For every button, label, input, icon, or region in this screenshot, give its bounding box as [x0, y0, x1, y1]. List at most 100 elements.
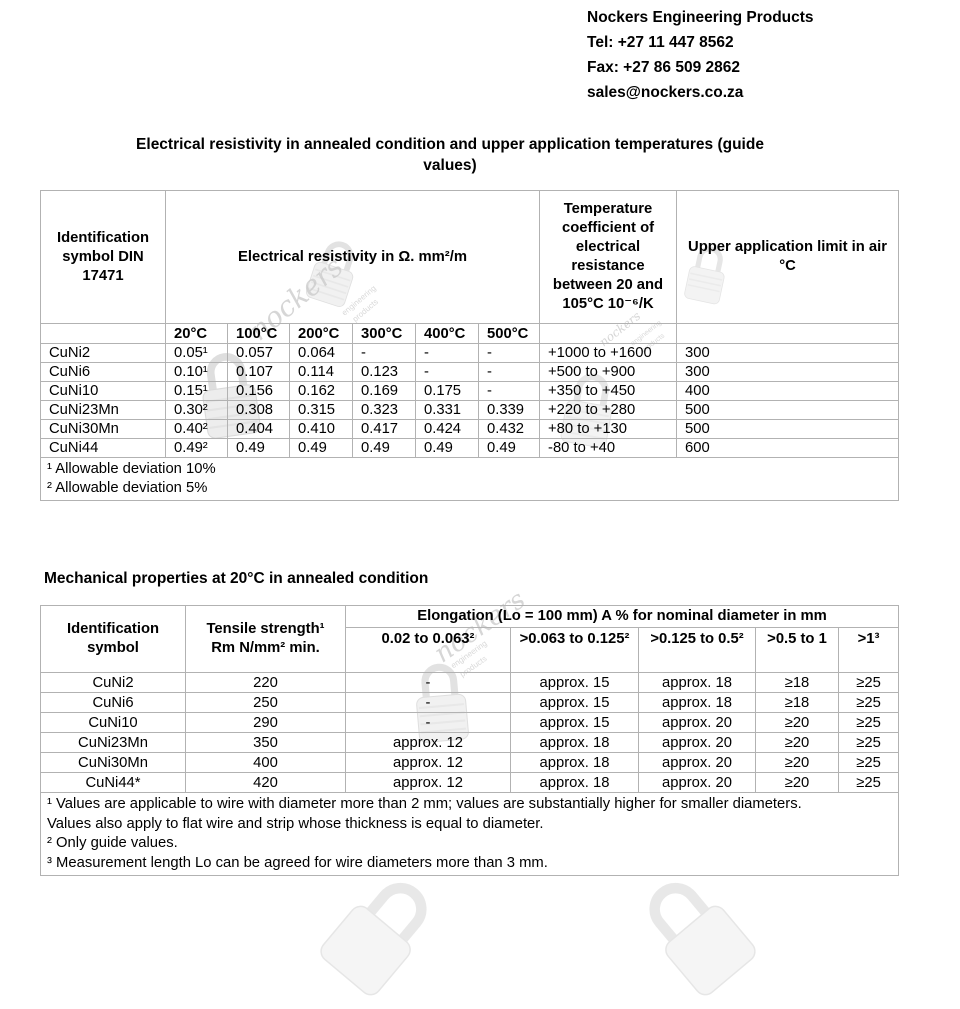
temp-col-header: 20°C — [165, 323, 228, 344]
diameter-range-header: >0.125 to 0.5² — [638, 627, 756, 673]
resistivity-cell: 0.49 — [477, 438, 541, 458]
table2-header-elongation: Elongation (Lo = 100 mm) A % for nominal… — [344, 605, 900, 628]
tensile-cell: 350 — [185, 732, 346, 753]
table-row: CuNi44* 420 approx. 12 approx. 18 approx… — [40, 772, 900, 793]
resistivity-cell: 0.156 — [227, 381, 290, 401]
resistivity-cell: - — [415, 362, 479, 382]
table1-header-identification: Identification symbol DIN 17471 — [40, 190, 166, 324]
resistivity-cell: 0.49² — [165, 438, 228, 458]
diameter-range-header: >0.063 to 0.125² — [510, 627, 639, 673]
alloy-id-cell: CuNi30Mn — [40, 752, 186, 773]
alloy-id-cell: CuNi30Mn — [40, 419, 166, 439]
resistivity-cell: 0.40² — [165, 419, 228, 439]
alloy-id-cell: CuNi44 — [40, 438, 166, 458]
footnote-line: ² Only guide values. — [47, 835, 178, 851]
resistivity-cell: 0.410 — [289, 419, 353, 439]
resistivity-cell: 0.49 — [415, 438, 479, 458]
elongation-cell: approx. 12 — [345, 752, 511, 773]
tensile-cell: 420 — [185, 772, 346, 793]
coefficient-cell: -80 to +40 — [539, 438, 678, 458]
table-row: CuNi23Mn 350 approx. 12 approx. 18 appro… — [40, 732, 900, 753]
alloy-id-cell: CuNi10 — [40, 712, 186, 733]
elongation-cell: approx. 20 — [638, 712, 756, 733]
resistivity-table: Identification symbol DIN 17471 Electric… — [39, 190, 900, 501]
resistivity-cell: 0.175 — [415, 381, 479, 401]
resistivity-cell: 0.162 — [289, 381, 353, 401]
elongation-cell: approx. 20 — [638, 772, 756, 793]
resistivity-cell: 0.417 — [352, 419, 416, 439]
elongation-cell: ≥25 — [837, 712, 900, 733]
resistivity-cell: 0.123 — [352, 362, 416, 382]
diameter-range-header: >0.5 to 1 — [755, 627, 839, 673]
limit-cell: 500 — [676, 400, 900, 420]
resistivity-cell: 0.30² — [165, 400, 228, 420]
table1-footnotes: ¹ Allowable deviation 10% ² Allowable de… — [39, 457, 900, 501]
elongation-cell: ≥25 — [837, 772, 900, 793]
coefficient-cell: +80 to +130 — [539, 419, 678, 439]
table-row: CuNi30Mn 400 approx. 12 approx. 18 appro… — [40, 752, 900, 773]
resistivity-cell: 0.49 — [289, 438, 353, 458]
table-row: CuNi10 0.15¹ 0.156 0.162 0.169 0.175 - +… — [40, 381, 900, 401]
diameter-range-header: >1³ — [837, 627, 900, 673]
contact-block: Nockers Engineering Products Tel: +27 11… — [587, 5, 814, 105]
elongation-cell: - — [345, 672, 511, 693]
resistivity-cell: - — [477, 362, 541, 382]
resistivity-cell: 0.339 — [477, 400, 541, 420]
temp-col-header: 400°C — [415, 323, 479, 344]
resistivity-cell: 0.05¹ — [165, 343, 228, 363]
mechanical-properties-table: Identification symbol Tensile strength¹ … — [39, 605, 900, 876]
resistivity-cell: 0.331 — [415, 400, 479, 420]
limit-cell: 300 — [676, 343, 900, 363]
footnote-line: ² Allowable deviation 5% — [47, 480, 208, 496]
tensile-cell: 290 — [185, 712, 346, 733]
tensile-cell: 250 — [185, 692, 346, 713]
table1-header-resistivity: Electrical resistivity in Ω. mm²/m — [164, 190, 541, 324]
resistivity-cell: 0.064 — [289, 343, 353, 363]
table1-footnote-row: ¹ Allowable deviation 10% ² Allowable de… — [39, 457, 900, 501]
resistivity-cell: 0.49 — [227, 438, 290, 458]
table1-header-limit: Upper application limit in air °C — [676, 190, 900, 324]
table2-header-row1: Identification symbol Tensile strength¹ … — [40, 605, 900, 673]
table2-header-identification: Identification symbol — [40, 605, 186, 673]
elongation-cell: approx. 18 — [510, 772, 639, 793]
alloy-id-cell: CuNi2 — [40, 343, 166, 363]
page-content: Nockers Engineering Products Tel: +27 11… — [0, 5, 900, 876]
company-name: Nockers Engineering Products — [587, 9, 814, 26]
footnote-line: ³ Measurement length Lo can be agreed fo… — [47, 854, 548, 871]
elongation-cell: ≥20 — [755, 712, 839, 733]
coefficient-cell: +500 to +900 — [539, 362, 678, 382]
tensile-cell: 220 — [185, 672, 346, 693]
contact-email: sales@nockers.co.za — [587, 84, 744, 101]
section1-title: Electrical resistivity in annealed condi… — [0, 134, 900, 176]
footnote-line: Values also apply to flat wire and strip… — [47, 815, 544, 832]
elongation-cell: approx. 12 — [345, 732, 511, 753]
table1-temperature-row: 20°C 100°C 200°C 300°C 400°C 500°C — [40, 323, 900, 344]
table-row: CuNi2 220 - approx. 15 approx. 18 ≥18 ≥2… — [40, 672, 900, 693]
alloy-id-cell: CuNi23Mn — [40, 732, 186, 753]
alloy-id-cell: CuNi2 — [40, 672, 186, 693]
resistivity-cell: 0.404 — [227, 419, 290, 439]
section1-title-line1: Electrical resistivity in annealed condi… — [136, 136, 764, 153]
table2-footnotes: ¹ Values are applicable to wire with dia… — [39, 792, 900, 876]
table-row: CuNi6 0.10¹ 0.107 0.114 0.123 - - +500 t… — [40, 362, 900, 382]
elongation-cell: ≥25 — [837, 752, 900, 773]
elongation-cell: approx. 20 — [638, 752, 756, 773]
resistivity-cell: 0.169 — [352, 381, 416, 401]
limit-cell: 400 — [676, 381, 900, 401]
table2-header-row2: 0.02 to 0.063² >0.063 to 0.125² >0.125 t… — [41, 627, 900, 673]
coefficient-cell: +1000 to +1600 — [539, 343, 678, 363]
elongation-cell: ≥20 — [755, 772, 839, 793]
table2-header-tensile: Tensile strength¹ Rm N/mm² min. — [185, 605, 346, 673]
elongation-cell: ≥20 — [755, 752, 839, 773]
elongation-cell: approx. 15 — [510, 712, 639, 733]
alloy-id-cell: CuNi6 — [40, 362, 166, 382]
limit-cell: 500 — [676, 419, 900, 439]
table1-header-coefficient: Temperature coefficient of electrical re… — [539, 190, 678, 324]
resistivity-cell: - — [415, 343, 479, 363]
diameter-range-header: 0.02 to 0.063² — [345, 627, 511, 673]
elongation-cell: ≥25 — [837, 672, 900, 693]
resistivity-cell: 0.49 — [352, 438, 416, 458]
elongation-cell: approx. 15 — [510, 692, 639, 713]
elongation-cell: approx. 12 — [345, 772, 511, 793]
resistivity-cell: 0.057 — [227, 343, 290, 363]
